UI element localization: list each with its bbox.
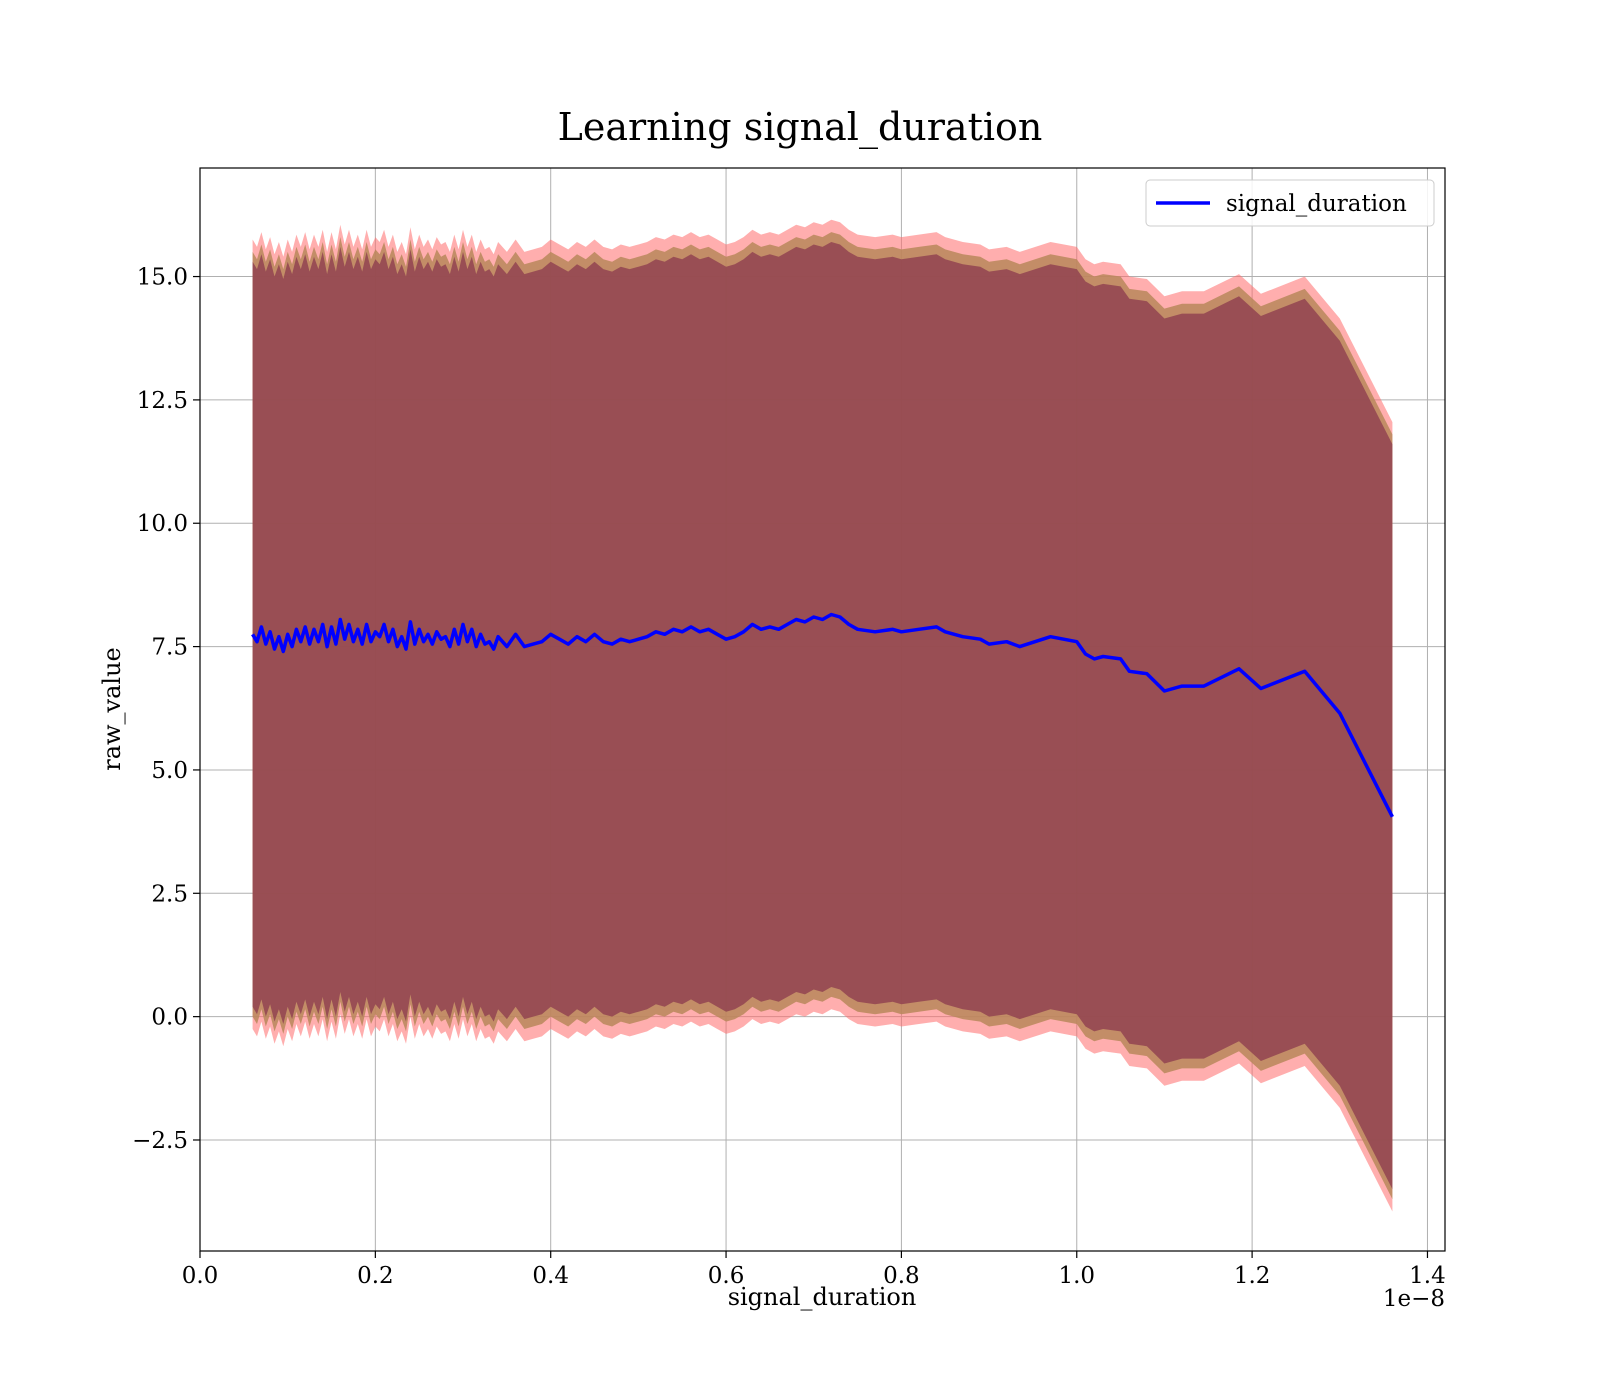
y-tick-label: 12.5 [137,388,188,414]
y-axis-ticks: −2.5 0.0 2.5 5.0 7.5 10.0 12.5 15.0 [132,265,200,1154]
series-line-signal-duration [251,612,1394,818]
x-axis-label: signal_duration [728,1283,917,1311]
x-tick-label: 1.2 [1234,1263,1271,1289]
legend-box [1145,179,1435,227]
x-tick-label: 1.4 [1409,1263,1446,1289]
x-tick-label: 0.4 [532,1263,569,1289]
uncertainty-bands [252,219,1393,1212]
y-tick-label: 0.0 [151,1005,188,1031]
series-lines [251,612,1394,818]
chart-title: Learning signal_duration [558,105,1043,150]
legend: signal_duration [1145,179,1435,227]
y-tick-label: 7.5 [151,635,188,661]
y-axis-label: raw_value [98,647,126,771]
y-tick-label: −2.5 [132,1128,188,1154]
x-tick-label: 0.6 [708,1263,745,1289]
x-axis-ticks: 0.0 0.2 0.4 0.6 0.8 1.0 1.2 1.4 [182,1251,1446,1289]
y-tick-label: 15.0 [137,265,188,291]
y-tick-label: 5.0 [151,758,188,784]
plot-frame [199,167,1446,1252]
x-tick-label: 0.0 [182,1263,219,1289]
y-tick-label: 2.5 [151,881,188,907]
legend-entry: signal_duration [1226,191,1407,217]
x-axis-offset-label: 1e−8 [1383,1286,1445,1312]
x-tick-label: 0.2 [357,1263,394,1289]
x-tick-label: 0.8 [883,1263,920,1289]
y-tick-label: 10.0 [137,511,188,537]
x-tick-label: 1.0 [1058,1263,1095,1289]
band-inner [252,242,1393,1190]
